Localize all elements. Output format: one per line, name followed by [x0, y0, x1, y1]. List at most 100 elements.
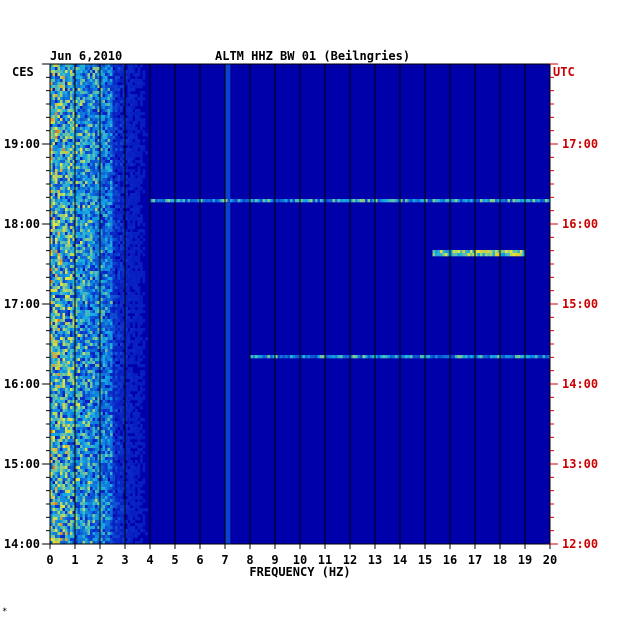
heat-cell [62, 187, 66, 191]
heat-cell [105, 97, 108, 101]
heat-cell [67, 190, 71, 194]
heat-cell [97, 268, 101, 272]
heat-cell [130, 175, 133, 179]
heat-cell [77, 199, 81, 203]
heat-cell [132, 178, 136, 182]
heat-cell [112, 106, 116, 110]
heat-cell [137, 301, 141, 305]
heat-cell [70, 367, 73, 371]
heat-cell [62, 289, 66, 293]
heat-cell [97, 169, 101, 173]
heat-cell [55, 91, 58, 95]
heat-cell [97, 109, 101, 113]
heat-cell [52, 64, 56, 68]
heat-cell [225, 412, 228, 416]
heat-cell [92, 286, 96, 290]
heat-cell [87, 67, 91, 71]
heat-cell [107, 280, 111, 284]
heat-cell [57, 346, 61, 350]
heat-cell [95, 229, 98, 233]
heat-cell [72, 253, 76, 257]
heat-cell [227, 211, 231, 215]
heat-cell [125, 283, 128, 287]
heat-cell [65, 316, 68, 320]
heat-cell [380, 355, 383, 359]
heat-cell [125, 280, 128, 284]
heat-cell [67, 133, 71, 137]
heat-cell [77, 115, 81, 119]
heat-cell [227, 253, 231, 257]
heat-cell [65, 241, 68, 245]
heat-cell [57, 94, 61, 98]
heat-cell [65, 130, 68, 134]
heat-cell [257, 355, 261, 359]
heat-cell [120, 115, 123, 119]
heat-cell [117, 85, 121, 89]
heat-cell [70, 340, 73, 344]
heat-cell [102, 388, 106, 392]
heat-cell [227, 64, 231, 68]
heat-cell [100, 133, 103, 137]
heat-cell [70, 100, 73, 104]
heat-cell [100, 307, 103, 311]
heat-cell [90, 232, 93, 236]
heat-cell [227, 208, 231, 212]
heat-cell [107, 436, 111, 440]
heat-cell [130, 319, 133, 323]
heat-cell [132, 361, 136, 365]
heat-cell [90, 199, 93, 203]
heat-cell [107, 214, 111, 218]
heat-cell [77, 364, 81, 368]
heat-cell [142, 328, 146, 332]
heat-cell [112, 259, 116, 263]
heat-cell [227, 385, 231, 389]
heat-cell [85, 307, 88, 311]
heat-cell [125, 346, 128, 350]
heat-cell [122, 178, 126, 182]
heat-cell [125, 409, 128, 413]
heat-cell [105, 109, 108, 113]
heat-cell [57, 133, 61, 137]
heat-cell [80, 169, 83, 173]
heat-cell [110, 196, 113, 200]
heat-cell [135, 94, 138, 98]
heat-cell [117, 304, 121, 308]
heat-cell [67, 88, 71, 92]
heat-cell [127, 295, 131, 299]
heat-cell [462, 250, 466, 254]
heat-cell [57, 205, 61, 209]
heat-cell [475, 355, 478, 359]
heat-cell [70, 229, 73, 233]
heat-cell [132, 265, 136, 269]
heat-cell [57, 106, 61, 110]
heat-cell [75, 430, 78, 434]
heat-cell [77, 325, 81, 329]
heat-cell [55, 142, 58, 146]
heat-cell [127, 220, 131, 224]
heat-cell [122, 319, 126, 323]
heat-cell [225, 223, 228, 227]
heat-cell [102, 256, 106, 260]
heat-cell [80, 97, 83, 101]
heat-cell [90, 241, 93, 245]
heat-cell [67, 67, 71, 71]
heat-cell [125, 127, 128, 131]
heat-cell [75, 409, 78, 413]
heat-cell [225, 298, 228, 302]
heat-cell [110, 73, 113, 77]
heat-cell [115, 70, 118, 74]
heat-cell [52, 361, 56, 365]
heat-cell [105, 301, 108, 305]
heat-cell [60, 166, 63, 170]
heat-cell [80, 376, 83, 380]
heat-cell [70, 241, 73, 245]
heat-cell [130, 259, 133, 263]
heat-cell [67, 64, 71, 68]
heat-cell [135, 316, 138, 320]
heat-cell [112, 292, 116, 296]
heat-cell [225, 163, 228, 167]
heat-cell [92, 94, 96, 98]
heat-cell [110, 271, 113, 275]
heat-cell [90, 313, 93, 317]
heat-cell [77, 310, 81, 314]
